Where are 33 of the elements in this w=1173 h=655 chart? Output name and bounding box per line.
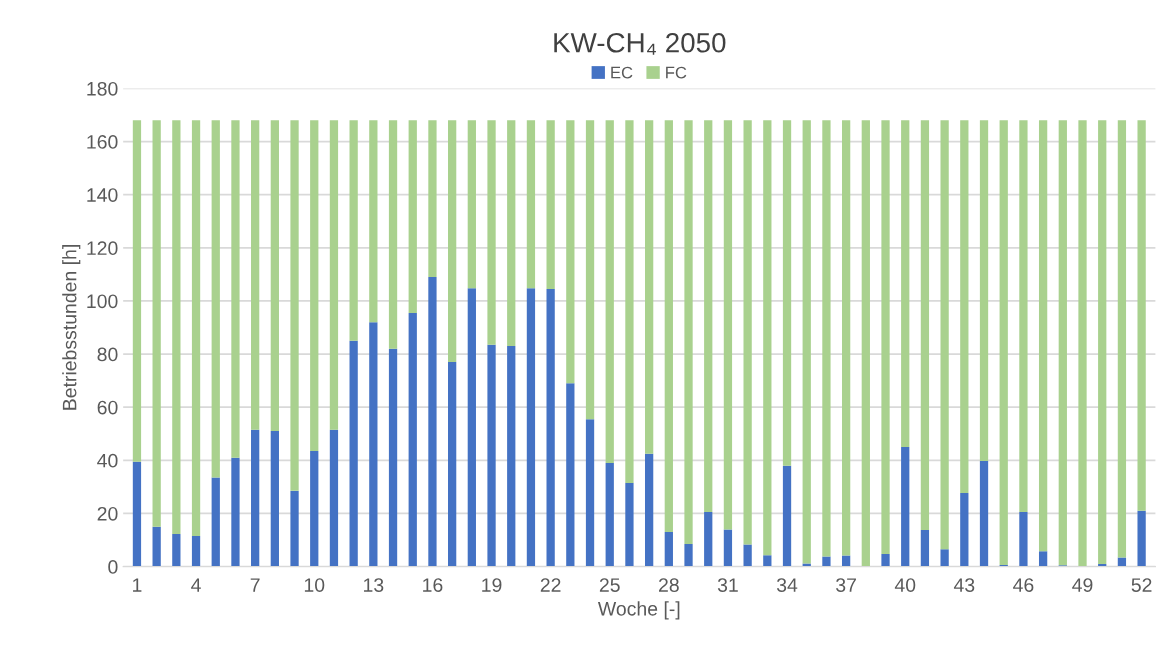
y-tick-label: 40 [97, 453, 118, 468]
x-tick-label: 22 [540, 578, 561, 592]
y-tick-label: 20 [97, 506, 118, 521]
x-tick-label: 13 [364, 578, 384, 592]
x-tick-label: 46 [1013, 578, 1034, 592]
y-tick-label: 120 [87, 241, 118, 256]
x-tick-label: 1 [133, 578, 142, 592]
x-tick-label: 52 [1131, 578, 1152, 592]
x-tick-label: 7 [250, 578, 260, 592]
x-tick-label: 31 [717, 578, 738, 592]
x-tick-label: 40 [894, 578, 916, 592]
x-tick-label: 49 [1072, 578, 1093, 592]
y-axis-title: Betriebsstunden [h] [62, 245, 81, 410]
x-tick-label: 37 [836, 578, 856, 592]
x-tick-label: 34 [776, 578, 798, 592]
y-tick-label: 160 [87, 135, 118, 149]
y-tick-label: 60 [97, 400, 118, 415]
x-tick-label: 10 [304, 578, 325, 592]
legend-label: FC [666, 66, 687, 79]
x-tick-label: 16 [423, 578, 443, 592]
chart-title: KW-CH₄ 2050 [554, 32, 726, 55]
x-tick-label: 4 [191, 578, 201, 592]
y-tick-label: 0 [108, 560, 118, 574]
x-axis-title: Woche [-] [597, 601, 680, 620]
legend-label: EC [611, 66, 633, 79]
y-tick-label: 140 [87, 188, 118, 202]
y-tick-label: 100 [87, 294, 118, 309]
y-tick-label: 80 [97, 347, 118, 362]
x-tick-label: 25 [599, 578, 620, 592]
y-tick-label: 180 [87, 81, 118, 96]
x-tick-label: 28 [659, 578, 679, 592]
x-tick-label: 19 [482, 578, 502, 592]
x-tick-label: 43 [953, 578, 975, 592]
